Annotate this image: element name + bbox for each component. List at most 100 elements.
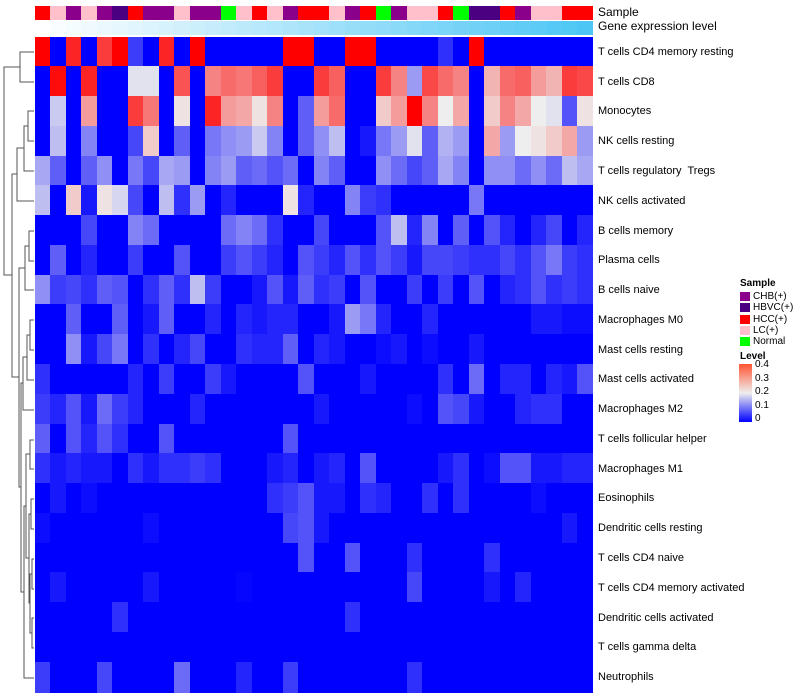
heatmap-cell [314,334,330,365]
heatmap-cell [577,662,593,693]
row-label: Plasma cells [598,254,660,267]
heatmap-cell [298,602,314,633]
heatmap-cell [81,602,97,633]
heatmap-cell [205,37,221,68]
heatmap-cell [267,37,283,68]
heatmap-cell [562,37,578,68]
heatmap-cell [81,245,97,276]
heatmap-cell [174,66,190,97]
legend-label: LC(+) [753,324,779,336]
heatmap-cell [422,304,438,335]
heatmap-cell [329,126,345,157]
heatmap-cell [438,304,454,335]
heatmap-cell [252,543,268,574]
heatmap-cell [205,513,221,544]
heatmap-cell [391,453,407,484]
heatmap-cell [252,215,268,246]
gene-expression-annotation-cell [252,21,268,35]
heatmap-cell [97,543,113,574]
heatmap-cell [298,513,314,544]
heatmap-cell [66,334,82,365]
heatmap-cell [236,543,252,574]
heatmap-cell [50,334,66,365]
heatmap-cell [35,37,51,68]
heatmap-cell [50,185,66,216]
heatmap-cell [35,572,51,603]
heatmap-cell [221,543,237,574]
heatmap-cell [438,96,454,127]
heatmap-cell [345,364,361,395]
heatmap-cell [562,126,578,157]
heatmap-cell [360,364,376,395]
heatmap-cell [159,453,175,484]
legend-swatch [740,325,750,335]
heatmap-cell [376,37,392,68]
heatmap-cell [298,632,314,663]
heatmap-cell [190,334,206,365]
heatmap-cell [562,483,578,514]
heatmap-cell [190,543,206,574]
heatmap-cell [283,96,299,127]
heatmap-cell [314,602,330,633]
legend-label: Normal [753,336,786,348]
heatmap-cell [314,483,330,514]
heatmap-cell [143,185,159,216]
heatmap-cell [112,334,128,365]
heatmap-cell [500,662,516,693]
heatmap-cell [205,66,221,97]
heatmap-cell [314,185,330,216]
heatmap-cell [391,96,407,127]
heatmap-cell [174,453,190,484]
heatmap-cell [81,37,97,68]
heatmap-cell [531,245,547,276]
heatmap-cell [484,632,500,663]
gene-expression-annotation-cell [221,21,237,35]
heatmap-cell [174,96,190,127]
heatmap-cell [190,513,206,544]
level-legend-title: Level [740,351,766,362]
heatmap-cell [329,364,345,395]
heatmap-cell [159,37,175,68]
heatmap-cell [190,424,206,455]
heatmap-cell [66,66,82,97]
heatmap-cell [329,275,345,306]
heatmap-cell [267,275,283,306]
heatmap-cell [159,572,175,603]
gene-expression-annotation-cell [546,21,562,35]
gene-expression-annotation-cell [577,21,593,35]
heatmap-cell [66,424,82,455]
sample-annotation-cell [484,6,500,20]
heatmap-cell [562,602,578,633]
heatmap-cell [205,126,221,157]
heatmap-cell [391,37,407,68]
heatmap-cell [500,185,516,216]
heatmap-cell [143,275,159,306]
row-label: T cells CD4 memory activated [598,581,745,594]
heatmap-cell [81,275,97,306]
heatmap-cell [236,364,252,395]
heatmap-cell [66,156,82,187]
heatmap-cell [236,245,252,276]
heatmap-cell [484,424,500,455]
heatmap-cell [112,126,128,157]
heatmap-cell [314,215,330,246]
sample-legend-item: HCC(+) [740,314,787,325]
heatmap-cell [221,453,237,484]
heatmap-cell [407,453,423,484]
heatmap-cell [391,632,407,663]
heatmap-cell [453,364,469,395]
heatmap-cell [128,662,144,693]
heatmap-cell [159,632,175,663]
heatmap-cell [283,483,299,514]
heatmap-cell [407,632,423,663]
gene-expression-annotation-cell [515,21,531,35]
heatmap-cell [577,275,593,306]
heatmap-cell [314,96,330,127]
sample-annotation-cell [159,6,175,20]
heatmap-cell [438,275,454,306]
heatmap-cell [50,543,66,574]
heatmap-cell [190,245,206,276]
sample-annotation-cell [66,6,82,20]
heatmap-cell [298,572,314,603]
heatmap-cell [360,245,376,276]
